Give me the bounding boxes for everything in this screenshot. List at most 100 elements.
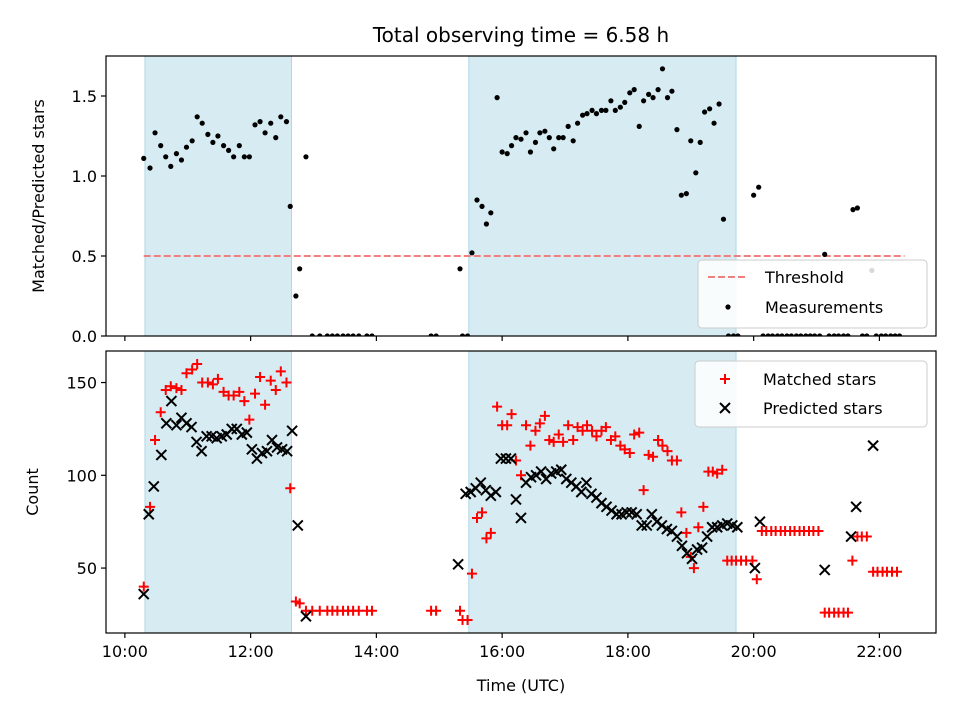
predicted-stars-point [850, 501, 862, 513]
y-tick-label: 100 [66, 466, 97, 485]
matched-stars-point [485, 527, 496, 538]
measurement-point [636, 123, 642, 129]
matched-stars-point [250, 388, 261, 399]
measurement-point [464, 333, 471, 336]
measurement-point [345, 333, 351, 336]
measurement-point [622, 99, 628, 105]
predicted-stars-point [630, 508, 643, 520]
measurement-point [309, 333, 315, 336]
measurement-point [494, 95, 500, 101]
matched-stars-point [681, 527, 692, 538]
matched-stars-point [813, 525, 824, 536]
predicted-stars-point [749, 562, 761, 574]
matched-stars-point [572, 422, 583, 433]
matched-stars-point [662, 446, 673, 457]
measurement-point [716, 101, 722, 107]
measurement-point [457, 266, 463, 272]
measurement-point [168, 163, 174, 169]
matched-stars-point [553, 429, 564, 440]
matched-stars-point [471, 512, 482, 523]
predicted-stars-point [261, 445, 273, 457]
measurement-point [513, 135, 519, 141]
legend-measurement-swatch [725, 304, 731, 310]
predicted-stars-point [754, 515, 766, 528]
legend-threshold-label: Threshold [764, 268, 844, 287]
measurement-point [504, 151, 510, 157]
matched-stars-point [548, 436, 559, 447]
matched-stars-point [145, 501, 156, 512]
predicted-stars-point [155, 449, 168, 461]
matched-stars-point [634, 427, 645, 438]
matched-stars-point [693, 522, 704, 533]
y-tick-label: 0.5 [72, 247, 97, 266]
predicted-stars-point [143, 508, 155, 520]
measurement-point [546, 135, 552, 141]
measurement-point [350, 333, 356, 336]
chart-title: Total observing time = 6.58 h [372, 23, 669, 47]
measurement-point [551, 146, 557, 152]
matched-stars-point [525, 440, 536, 451]
measurement-point [356, 333, 362, 336]
measurement-point [774, 333, 781, 336]
measurement-point [287, 203, 293, 209]
measurement-point [584, 111, 590, 117]
predicted-stars-point [138, 588, 150, 600]
measurement-point [369, 333, 375, 336]
matched-stars-point [477, 507, 488, 518]
measurement-point [565, 123, 571, 129]
predicted-stars-point [148, 480, 160, 493]
matched-stars-point [228, 390, 239, 401]
measurement-point [199, 120, 205, 126]
measurement-point [883, 333, 889, 336]
predicted-stars-point [195, 445, 208, 457]
predicted-stars-point [160, 417, 173, 430]
measurement-point [268, 120, 274, 126]
matched-stars-point [629, 429, 640, 440]
measurement-point [469, 250, 475, 256]
x-tick-label: 20:00 [731, 642, 777, 661]
matched-stars-point [671, 455, 682, 466]
predicted-stars-point [671, 530, 683, 543]
measurement-point [678, 192, 684, 198]
measurement-point [194, 114, 200, 120]
matched-stars-point [842, 607, 853, 618]
matched-stars-point [160, 384, 171, 395]
measurement-point [864, 333, 870, 336]
matched-stars-point [521, 420, 532, 431]
predicted-stars-point [620, 506, 633, 519]
measurement-point [669, 88, 675, 94]
matched-stars-point [260, 399, 271, 410]
measurement-point [329, 333, 335, 336]
measurement-point [205, 131, 211, 137]
measurement-point [859, 333, 866, 336]
legend-matched-swatch [720, 374, 730, 384]
measurement-point [183, 144, 190, 150]
matched-stars-point [558, 436, 569, 447]
measurement-point [707, 106, 713, 112]
measurement-point [730, 333, 737, 336]
predicted-stars-point [646, 508, 658, 520]
measurement-point [173, 151, 180, 157]
matched-stars-point [648, 451, 659, 462]
predicted-stars-point [696, 541, 708, 554]
axes-frame [105, 350, 937, 634]
measurement-point [570, 138, 576, 144]
matched-stars-point [582, 420, 593, 431]
measurement-point [508, 143, 515, 149]
predicted-stars-point [185, 421, 198, 433]
measurement-point [178, 157, 185, 163]
plot-area [138, 358, 903, 626]
measurement-point [580, 112, 586, 118]
x-axis-title: Time (UTC) [476, 676, 565, 695]
predicted-stars-point [292, 519, 304, 532]
predicted-stars-point [495, 452, 507, 465]
measurement-point [147, 165, 153, 171]
matched-stars-point [600, 422, 611, 433]
matched-stars-point [688, 563, 699, 574]
matched-stars-point [676, 507, 687, 518]
observing-window-span [144, 55, 292, 337]
measurement-point [646, 91, 652, 97]
predicted-stars-point [500, 452, 512, 465]
matched-stars-point [544, 435, 555, 446]
measurement-point [822, 251, 828, 257]
